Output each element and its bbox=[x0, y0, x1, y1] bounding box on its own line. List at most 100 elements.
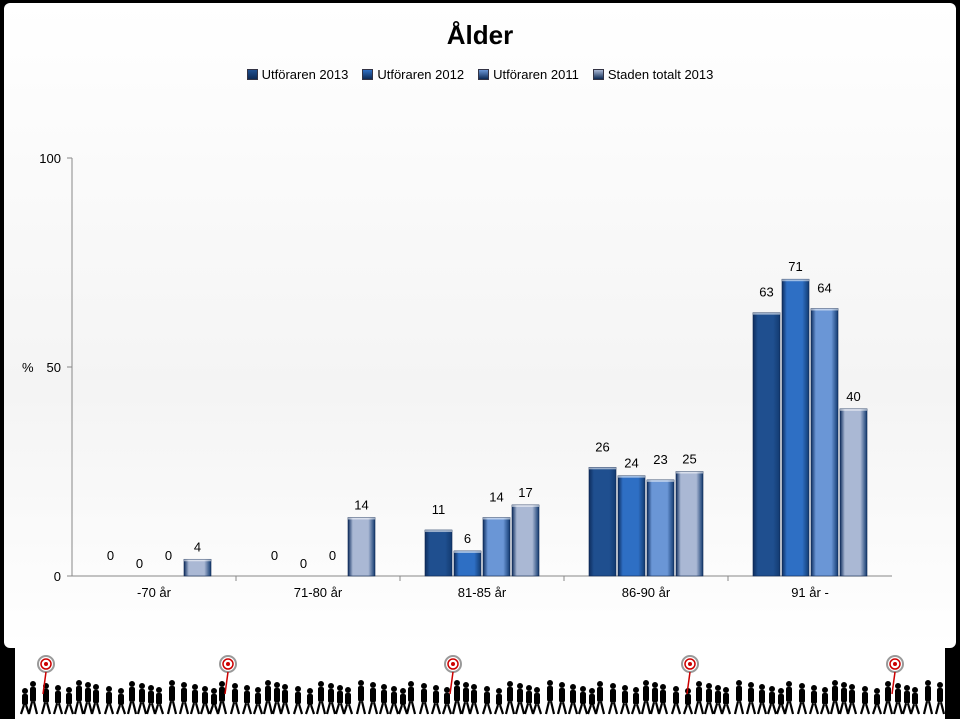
person-silhouette bbox=[586, 688, 598, 715]
data-label: 14 bbox=[489, 489, 503, 504]
person-silhouette bbox=[355, 680, 367, 715]
bar-highlight bbox=[618, 475, 645, 478]
data-label: 23 bbox=[653, 452, 667, 467]
person-silhouette bbox=[493, 688, 505, 715]
person-silhouette bbox=[745, 682, 757, 715]
bar-highlight bbox=[753, 312, 780, 315]
person-silhouette bbox=[388, 686, 400, 715]
person-silhouette bbox=[756, 684, 768, 715]
person-silhouette bbox=[334, 685, 346, 715]
chart-title: Ålder bbox=[446, 20, 514, 50]
person-silhouette bbox=[766, 686, 778, 715]
person-silhouette bbox=[63, 687, 75, 715]
person-silhouette bbox=[909, 687, 921, 715]
person-silhouette bbox=[720, 687, 732, 715]
person-silhouette bbox=[607, 683, 619, 715]
person-silhouette bbox=[418, 683, 430, 715]
legend-label-2: Utföraren 2011 bbox=[493, 67, 579, 82]
data-label: 64 bbox=[817, 280, 831, 295]
person-silhouette bbox=[481, 686, 493, 715]
data-label: 0 bbox=[136, 556, 143, 571]
person-silhouette bbox=[325, 683, 337, 715]
x-category-label: 81-85 år bbox=[458, 585, 507, 600]
bar-0-3 bbox=[183, 558, 212, 577]
person-silhouette bbox=[441, 687, 453, 715]
bar-3-1 bbox=[617, 475, 646, 577]
chart-legend: Utföraren 2013 Utföraren 2012 Utföraren … bbox=[0, 67, 960, 82]
data-label: 71 bbox=[788, 259, 802, 274]
person-silhouette bbox=[378, 684, 390, 715]
bar-highlight bbox=[184, 559, 211, 562]
legend-item-0: Utföraren 2013 bbox=[246, 67, 348, 82]
person-silhouette bbox=[619, 685, 631, 715]
data-label: 0 bbox=[107, 548, 114, 563]
legend-swatch-0 bbox=[246, 69, 258, 80]
person-silhouette bbox=[136, 683, 148, 715]
bar-highlight bbox=[348, 517, 375, 520]
target-icon bbox=[886, 655, 904, 695]
person-silhouette bbox=[892, 683, 904, 715]
data-label: 4 bbox=[194, 539, 201, 554]
bar-2-1 bbox=[453, 550, 482, 577]
person-silhouette bbox=[241, 685, 253, 715]
bar-2-0 bbox=[424, 529, 453, 577]
person-silhouette bbox=[82, 682, 94, 715]
bar-chart: 0 50 100 0 0 0 4 -70 år 0 0 0 14 71-80 år 11 6 14 17 81-8… bbox=[39, 151, 892, 600]
x-category-label: 91 år - bbox=[791, 585, 829, 600]
data-label: 0 bbox=[300, 556, 307, 571]
person-silhouette bbox=[229, 683, 241, 715]
data-label: 14 bbox=[354, 497, 368, 512]
person-silhouette bbox=[504, 681, 516, 715]
data-label: 6 bbox=[464, 531, 471, 546]
person-silhouette bbox=[712, 685, 724, 715]
person-silhouette bbox=[208, 688, 220, 715]
person-silhouette bbox=[460, 682, 472, 715]
data-label: 0 bbox=[165, 548, 172, 563]
person-silhouette bbox=[594, 681, 606, 715]
person-silhouette bbox=[829, 680, 841, 715]
data-label: 11 bbox=[432, 502, 446, 517]
footer-banner bbox=[15, 648, 945, 719]
legend-item-1: Utföraren 2012 bbox=[362, 67, 464, 82]
data-label: 24 bbox=[624, 456, 638, 471]
legend-swatch-3 bbox=[592, 69, 604, 80]
bar-highlight bbox=[425, 530, 452, 533]
data-label: 17 bbox=[518, 485, 532, 500]
bar-2-3 bbox=[511, 504, 540, 577]
person-silhouette bbox=[693, 681, 705, 715]
person-silhouette bbox=[19, 688, 31, 715]
y-tick-label: 100 bbox=[39, 151, 61, 166]
bar-highlight bbox=[483, 517, 510, 520]
person-silhouette bbox=[271, 682, 283, 715]
person-silhouette bbox=[934, 682, 945, 715]
person-silhouette bbox=[922, 680, 934, 715]
person-silhouette bbox=[115, 688, 127, 715]
y-tick-label: 50 bbox=[47, 360, 61, 375]
person-silhouette bbox=[153, 687, 165, 715]
person-silhouette bbox=[189, 684, 201, 715]
person-silhouette bbox=[103, 686, 115, 715]
person-silhouette bbox=[649, 682, 661, 715]
person-silhouette bbox=[567, 684, 579, 715]
person-silhouette bbox=[430, 685, 442, 715]
data-label: 25 bbox=[682, 452, 696, 467]
bar-1-3 bbox=[347, 517, 376, 577]
person-silhouette bbox=[657, 684, 669, 715]
person-silhouette bbox=[73, 680, 85, 715]
person-silhouette bbox=[819, 687, 831, 715]
legend-item-3: Staden totalt 2013 bbox=[592, 67, 713, 82]
person-silhouette bbox=[577, 686, 589, 715]
person-silhouette bbox=[252, 687, 264, 715]
person-silhouette bbox=[523, 685, 535, 715]
person-silhouette bbox=[397, 688, 409, 715]
x-category-label: -70 år bbox=[137, 585, 172, 600]
bar-4-1 bbox=[781, 278, 810, 577]
legend-item-2: Utföraren 2011 bbox=[478, 67, 579, 82]
person-silhouette bbox=[292, 686, 304, 715]
person-silhouette bbox=[126, 681, 138, 715]
person-silhouette bbox=[279, 684, 291, 715]
bar-highlight bbox=[811, 308, 838, 311]
person-silhouette bbox=[783, 681, 795, 715]
person-silhouette bbox=[846, 684, 858, 715]
person-silhouette bbox=[556, 682, 568, 715]
